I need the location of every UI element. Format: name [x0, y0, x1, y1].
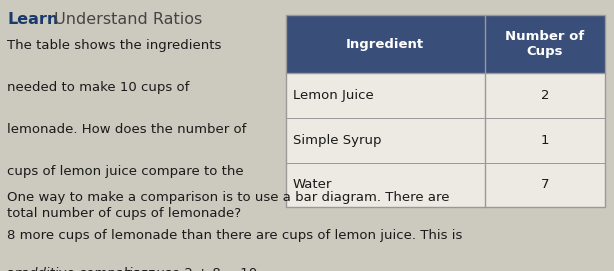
Text: Learn: Learn — [7, 12, 59, 27]
Text: Simple Syrup: Simple Syrup — [293, 134, 381, 147]
Bar — [286, 15, 605, 73]
Text: total number of cups of lemonade?: total number of cups of lemonade? — [7, 207, 241, 220]
Text: 8 more cups of lemonade than there are cups of lemon juice. This is: 8 more cups of lemonade than there are c… — [7, 229, 463, 242]
Text: lemonade. How does the number of: lemonade. How does the number of — [7, 123, 247, 136]
Text: an: an — [7, 267, 28, 271]
Text: needed to make 10 cups of: needed to make 10 cups of — [7, 81, 190, 94]
Text: because 2 + 8 = 10.: because 2 + 8 = 10. — [120, 267, 262, 271]
Bar — [286, 15, 605, 207]
Text: 2: 2 — [541, 89, 549, 102]
Text: additive comparison: additive comparison — [21, 267, 156, 271]
Text: Lemon Juice: Lemon Juice — [293, 89, 374, 102]
Text: Ingredient: Ingredient — [346, 38, 424, 50]
Text: One way to make a comparison is to use a bar diagram. There are: One way to make a comparison is to use a… — [7, 191, 450, 204]
Text: 1: 1 — [541, 134, 549, 147]
Text: Water: Water — [293, 179, 332, 191]
Text: Number of
Cups: Number of Cups — [505, 30, 585, 58]
Text: Understand Ratios: Understand Ratios — [49, 12, 203, 27]
Text: 7: 7 — [541, 179, 549, 191]
Text: The table shows the ingredients: The table shows the ingredients — [7, 39, 222, 52]
Bar — [286, 73, 605, 207]
Text: cups of lemon juice compare to the: cups of lemon juice compare to the — [7, 165, 244, 178]
